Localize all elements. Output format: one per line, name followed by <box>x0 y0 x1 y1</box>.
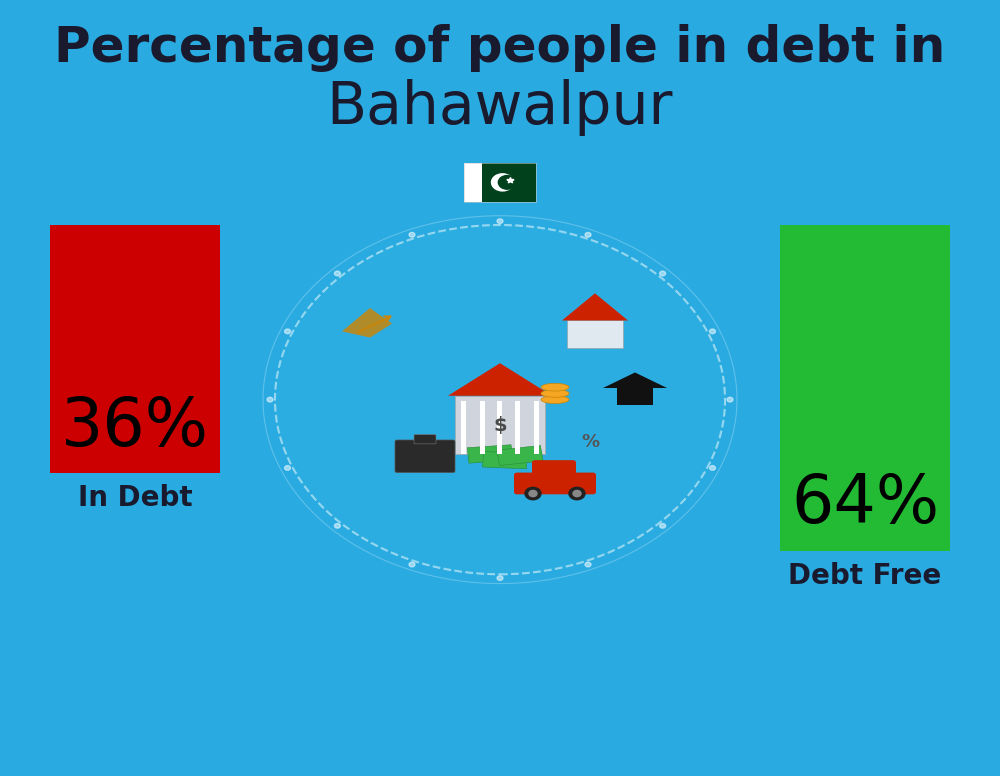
FancyBboxPatch shape <box>515 401 520 454</box>
FancyBboxPatch shape <box>497 401 502 454</box>
FancyBboxPatch shape <box>467 445 513 463</box>
Polygon shape <box>562 293 628 320</box>
Ellipse shape <box>541 383 569 391</box>
Circle shape <box>285 466 291 470</box>
Circle shape <box>709 329 715 334</box>
FancyBboxPatch shape <box>50 225 220 473</box>
Text: Percentage of people in debt in: Percentage of people in debt in <box>54 24 946 72</box>
FancyBboxPatch shape <box>617 388 653 405</box>
Circle shape <box>498 175 516 189</box>
Circle shape <box>497 219 503 223</box>
Circle shape <box>660 524 666 528</box>
FancyBboxPatch shape <box>532 460 576 479</box>
FancyBboxPatch shape <box>480 401 484 454</box>
Ellipse shape <box>541 396 569 404</box>
Circle shape <box>727 397 733 402</box>
FancyBboxPatch shape <box>414 435 436 444</box>
Text: 64%: 64% <box>791 471 939 538</box>
Circle shape <box>492 174 514 191</box>
Text: %: % <box>581 433 599 452</box>
Circle shape <box>334 271 340 275</box>
Text: In Debt: In Debt <box>78 484 192 512</box>
FancyBboxPatch shape <box>395 440 455 473</box>
FancyBboxPatch shape <box>534 401 538 454</box>
Circle shape <box>660 271 666 275</box>
Circle shape <box>585 233 591 237</box>
Circle shape <box>709 466 715 470</box>
Circle shape <box>585 562 591 566</box>
Text: 36%: 36% <box>61 393 209 460</box>
FancyBboxPatch shape <box>461 401 466 454</box>
Circle shape <box>409 233 415 237</box>
Circle shape <box>529 490 537 497</box>
Polygon shape <box>448 363 552 396</box>
FancyBboxPatch shape <box>455 396 545 454</box>
Circle shape <box>573 490 581 497</box>
Polygon shape <box>342 308 392 338</box>
Circle shape <box>275 225 725 574</box>
Circle shape <box>267 397 273 402</box>
FancyBboxPatch shape <box>464 163 482 202</box>
FancyBboxPatch shape <box>483 452 527 469</box>
FancyBboxPatch shape <box>497 445 543 466</box>
FancyBboxPatch shape <box>482 163 536 202</box>
Circle shape <box>334 524 340 528</box>
Text: Bahawalpur: Bahawalpur <box>327 78 673 136</box>
Polygon shape <box>507 178 514 183</box>
Text: $: $ <box>493 416 507 435</box>
Ellipse shape <box>541 390 569 397</box>
Circle shape <box>497 576 503 580</box>
FancyBboxPatch shape <box>514 473 596 494</box>
FancyBboxPatch shape <box>780 225 950 551</box>
FancyBboxPatch shape <box>567 320 623 348</box>
Circle shape <box>525 487 541 500</box>
Circle shape <box>285 329 291 334</box>
Circle shape <box>409 562 415 566</box>
Circle shape <box>569 487 585 500</box>
Text: Debt Free: Debt Free <box>788 562 942 590</box>
Polygon shape <box>603 372 667 388</box>
